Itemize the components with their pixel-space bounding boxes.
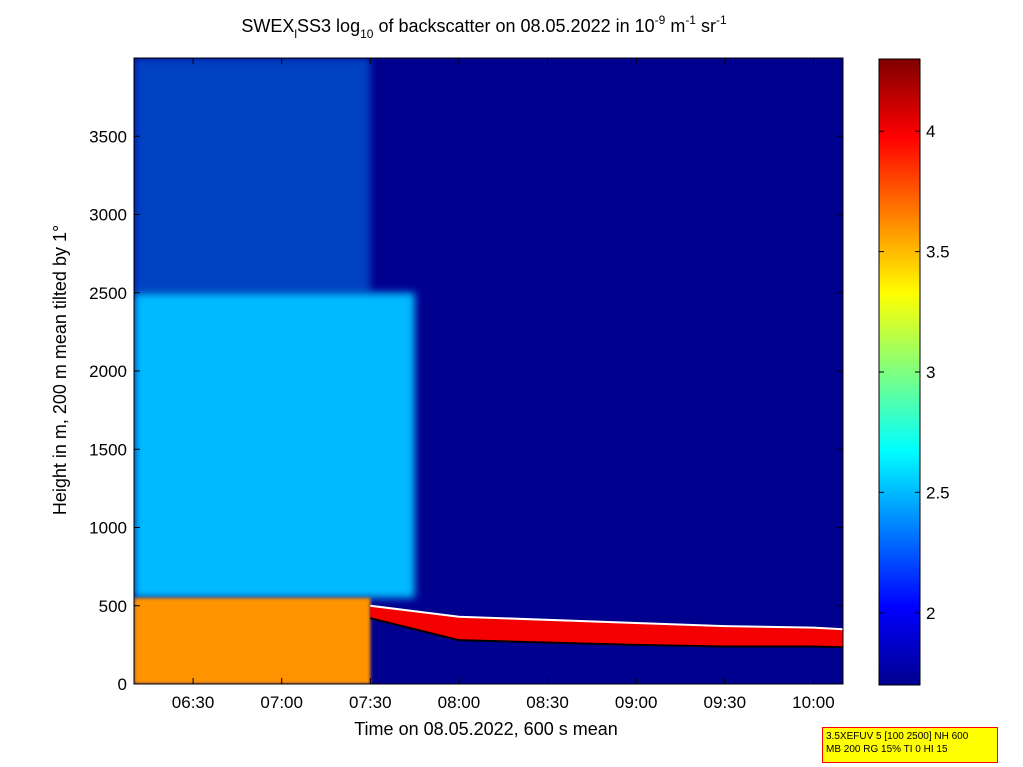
x-tick-label: 06:30 [172, 693, 215, 712]
y-tick-label: 1000 [89, 519, 127, 538]
colorbar-tick-label: 2 [926, 604, 935, 623]
y-tick-label: 3500 [89, 127, 127, 146]
heatmap-features [134, 58, 843, 684]
y-tick-label: 2000 [89, 362, 127, 381]
colorbar [878, 58, 921, 686]
heatmap-plot-area [134, 58, 843, 684]
x-axis-ticks: 06:30 07:00 07:30 08:00 08:30 09:00 09:30 10:00 [172, 58, 835, 712]
upper-aerosol-band [134, 58, 371, 293]
x-tick-label: 10:00 [792, 693, 835, 712]
y-tick-label: 500 [99, 597, 127, 616]
cloud-layer [370, 605, 843, 648]
info-line-2: MB 200 RG 15% TI 0 HI 15 [826, 744, 948, 755]
info-box: 3.5XEFUV 5 [100 2500] NH 600 MB 200 RG 1… [822, 727, 998, 763]
y-tick-label: 3000 [89, 206, 127, 225]
info-line-1: 3.5XEFUV 5 [100 2500] NH 600 [826, 731, 969, 742]
x-tick-label: 09:00 [615, 693, 658, 712]
colorbar-tick-label: 2.5 [926, 483, 950, 502]
y-tick-label: 1500 [89, 440, 127, 459]
x-axis-label: Time on 08.05.2022, 600 s mean [354, 719, 618, 739]
y-tick-label: 2500 [89, 284, 127, 303]
y-axis-label: Height in m, 200 m mean tilted by 1° [50, 225, 70, 515]
x-tick-label: 09:30 [704, 693, 747, 712]
y-tick-label: 0 [118, 675, 127, 694]
colorbar-tick-label: 4 [926, 122, 935, 141]
x-tick-label: 07:00 [260, 693, 303, 712]
x-tick-label: 08:30 [526, 693, 569, 712]
x-tick-label: 08:00 [438, 693, 481, 712]
surface-layer-band [134, 597, 371, 684]
colorbar-ticks: 2 2.5 3 3.5 4 [879, 122, 950, 623]
x-tick-label: 07:30 [349, 693, 392, 712]
colorbar-tick-label: 3.5 [926, 243, 950, 262]
residual-aerosol-band [134, 292, 415, 598]
colorbar-tick-label: 3 [926, 363, 935, 382]
cloud-top-line [370, 604, 843, 631]
chart-title: SWEXlSS3 log10 of backscatter on 08.05.2… [241, 13, 727, 41]
y-axis-ticks: 0 500 1000 1500 2000 2500 3000 3500 [89, 127, 843, 694]
cloud-base-line [370, 617, 843, 649]
